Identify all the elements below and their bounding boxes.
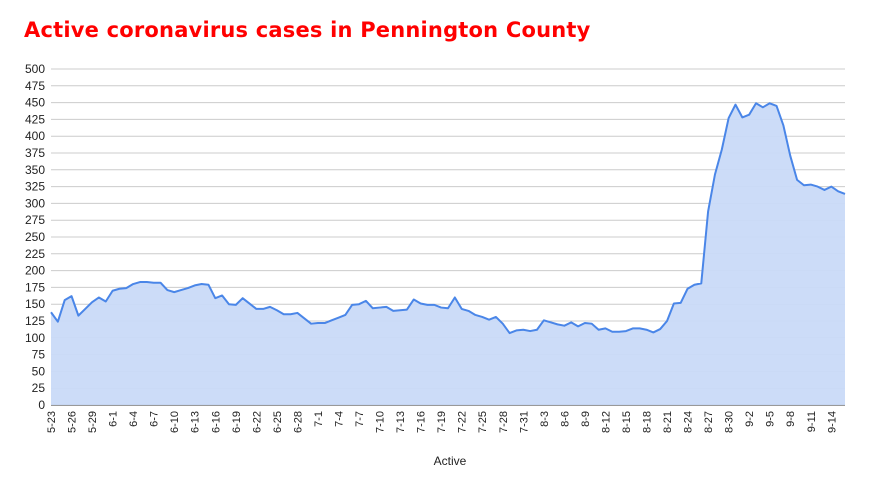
y-tick-label: 250 <box>25 230 45 244</box>
x-tick-label: 7-1 <box>313 411 325 427</box>
x-tick-label: 8-3 <box>539 411 551 427</box>
x-tick-label: 9-11 <box>806 411 818 432</box>
x-tick-label: 7-7 <box>354 411 366 427</box>
y-tick-label: 100 <box>25 331 45 345</box>
x-tick-label: 8-21 <box>662 411 674 433</box>
x-tick-label: 6-28 <box>292 411 304 433</box>
x-tick-label: 8-27 <box>703 411 715 433</box>
x-tick-label: 7-10 <box>375 411 387 433</box>
x-tick-label: 8-24 <box>683 411 695 433</box>
y-tick-label: 275 <box>25 213 45 227</box>
x-tick-label: 9-5 <box>765 411 777 427</box>
x-tick-label: 7-19 <box>436 411 448 433</box>
y-tick-label: 150 <box>25 297 45 311</box>
y-tick-label: 425 <box>25 112 45 126</box>
chart-title: Active coronavirus cases in Pennington C… <box>24 18 591 42</box>
x-tick-label: 5-23 <box>46 411 58 433</box>
x-tick-label: 6-13 <box>190 411 202 433</box>
series-area <box>50 102 846 405</box>
y-tick-label: 300 <box>25 196 45 210</box>
x-tick-label: 7-22 <box>457 411 469 433</box>
y-tick-label: 450 <box>25 96 45 110</box>
y-tick-label: 500 <box>25 62 45 76</box>
y-tick-label: 475 <box>25 79 45 93</box>
y-tick-label: 50 <box>32 364 46 378</box>
y-tick-label: 25 <box>32 381 46 395</box>
y-tick-label: 200 <box>25 264 45 278</box>
x-tick-label: 6-7 <box>149 411 161 427</box>
y-tick-label: 75 <box>32 348 46 362</box>
x-tick-label: 7-4 <box>333 411 345 427</box>
x-axis-label: Active <box>434 454 467 468</box>
x-tick-label: 7-31 <box>518 411 530 433</box>
y-tick-label: 125 <box>25 314 45 328</box>
x-tick-label: 9-8 <box>785 411 797 427</box>
x-tick-label: 6-1 <box>108 411 120 427</box>
series-line <box>50 102 846 335</box>
x-tick-label: 8-12 <box>600 411 612 433</box>
x-tick-label: 8-9 <box>580 411 592 427</box>
x-tick-label: 9-2 <box>744 411 756 427</box>
x-tick-label: 5-29 <box>87 411 99 433</box>
x-tick-label: 8-15 <box>621 411 633 433</box>
y-tick-label: 0 <box>38 398 45 412</box>
y-tick-label: 325 <box>25 180 45 194</box>
x-tick-label: 7-28 <box>498 411 510 433</box>
x-tick-label: 8-6 <box>559 411 571 427</box>
series-area-fill <box>51 103 845 405</box>
y-tick-label: 375 <box>25 146 45 160</box>
x-tick-label: 8-18 <box>642 411 654 433</box>
x-tick-label: 6-4 <box>128 411 140 427</box>
y-axis-ticks: 0 25 50 75 100 125 150 175 200 225 250 275 300 325 350… <box>25 62 45 412</box>
x-tick-label: 6-25 <box>272 411 284 433</box>
x-tick-label: 9-14 <box>826 411 838 433</box>
x-tick-label: 7-25 <box>477 411 489 433</box>
y-tick-label: 400 <box>25 129 45 143</box>
x-tick-label: 7-13 <box>395 411 407 433</box>
x-tick-label: 6-19 <box>231 411 243 433</box>
x-axis-ticks: 5-23 5-26 5-29 6-1 6-4 6-7 6-10 6-13 6-16 6-19 6-2… <box>46 411 838 433</box>
y-tick-label: 175 <box>25 280 45 294</box>
x-tick-label: 8-30 <box>724 411 736 433</box>
x-tick-label: 7-16 <box>416 411 428 433</box>
y-tick-label: 225 <box>25 247 45 261</box>
x-tick-label: 6-10 <box>169 411 181 433</box>
x-tick-label: 5-26 <box>67 411 79 433</box>
y-tick-label: 350 <box>25 163 45 177</box>
x-tick-label: 6-16 <box>210 411 222 433</box>
x-tick-label: 6-22 <box>251 411 263 433</box>
